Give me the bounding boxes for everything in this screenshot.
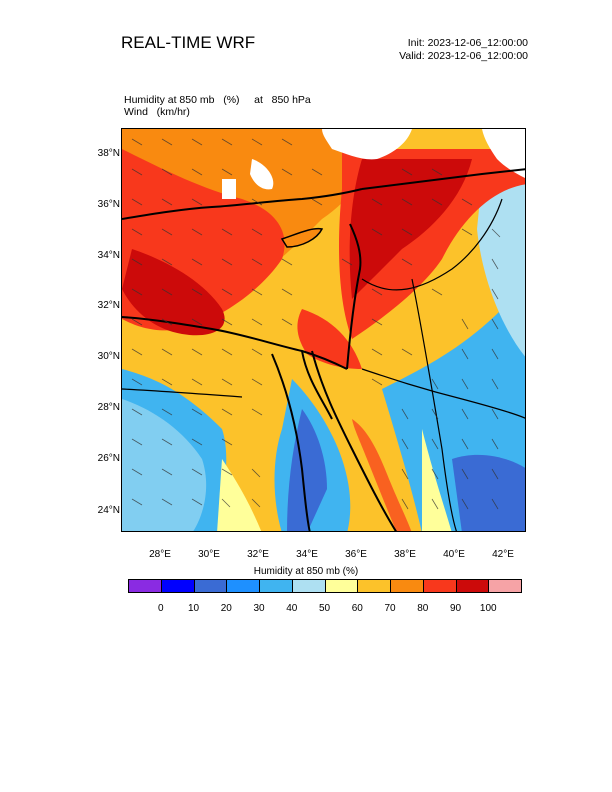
colorbar-swatch [160, 579, 195, 593]
colorbar-swatch [390, 579, 424, 593]
init-time: Init: 2023-12-06_12:00:00 [407, 37, 528, 49]
colorbar-swatch [193, 579, 228, 593]
colorbar-swatch [455, 579, 490, 593]
lon-tick-30: 30°E [198, 549, 220, 560]
lat-tick-36: 36°N [97, 199, 120, 210]
lon-tick-36: 36°E [345, 549, 367, 560]
plot-title: REAL-TIME WRF [121, 33, 256, 52]
field-description: Humidity at 850 mb (%) at 850 hPa Wind (… [124, 94, 311, 118]
colorbar-swatch [291, 579, 326, 593]
colorbar-swatch [259, 579, 293, 593]
colorbar-label: 20 [220, 603, 232, 614]
colorbar-swatch [357, 579, 391, 593]
lat-tick-38: 38°N [97, 148, 120, 159]
colorbar-label: 40 [286, 603, 298, 614]
colorbar-label: 80 [417, 603, 429, 614]
colorbar-label: 70 [384, 603, 396, 614]
colorbar-swatch [422, 579, 457, 593]
lon-tick-38: 38°E [394, 549, 416, 560]
valid-time: Valid: 2023-12-06_12:00:00 [399, 50, 528, 62]
lat-tick-32: 32°N [97, 300, 120, 311]
colorbar-swatch [488, 579, 522, 593]
field-line-humidity: Humidity at 850 mb (%) at 850 hPa [124, 94, 311, 106]
colorbar-title: Humidity at 850 mb (%) [253, 566, 359, 577]
lat-tick-34: 34°N [97, 250, 120, 261]
lat-tick-28: 28°N [97, 402, 120, 413]
map-panel [121, 128, 526, 532]
lon-tick-34: 34°E [296, 549, 318, 560]
lat-tick-30: 30°N [97, 351, 120, 362]
colorbar-label: 0 [157, 603, 164, 614]
field-line-wind: Wind (km/hr) [124, 106, 190, 118]
colorbar-label: 60 [351, 603, 363, 614]
colorbar-label: 10 [187, 603, 200, 614]
lon-tick-42: 42°E [492, 549, 514, 560]
colorbar-swatch [324, 579, 359, 593]
lon-tick-28: 28°E [149, 549, 171, 560]
colorbar-label: 100 [479, 603, 497, 614]
lon-tick-40: 40°E [443, 549, 465, 560]
colorbar-label: 50 [318, 603, 331, 614]
humidity-map [122, 129, 525, 531]
colorbar-label: 30 [253, 603, 265, 614]
colorbar-swatch [128, 579, 162, 593]
lat-tick-26: 26°N [97, 453, 120, 464]
colorbar-label: 90 [449, 603, 462, 614]
time-info: Init: 2023-12-06_12:00:00 Valid: 2023-12… [380, 37, 528, 63]
colorbar-swatch [226, 579, 260, 593]
lat-tick-24: 24°N [97, 505, 120, 516]
lon-tick-32: 32°E [247, 549, 269, 560]
